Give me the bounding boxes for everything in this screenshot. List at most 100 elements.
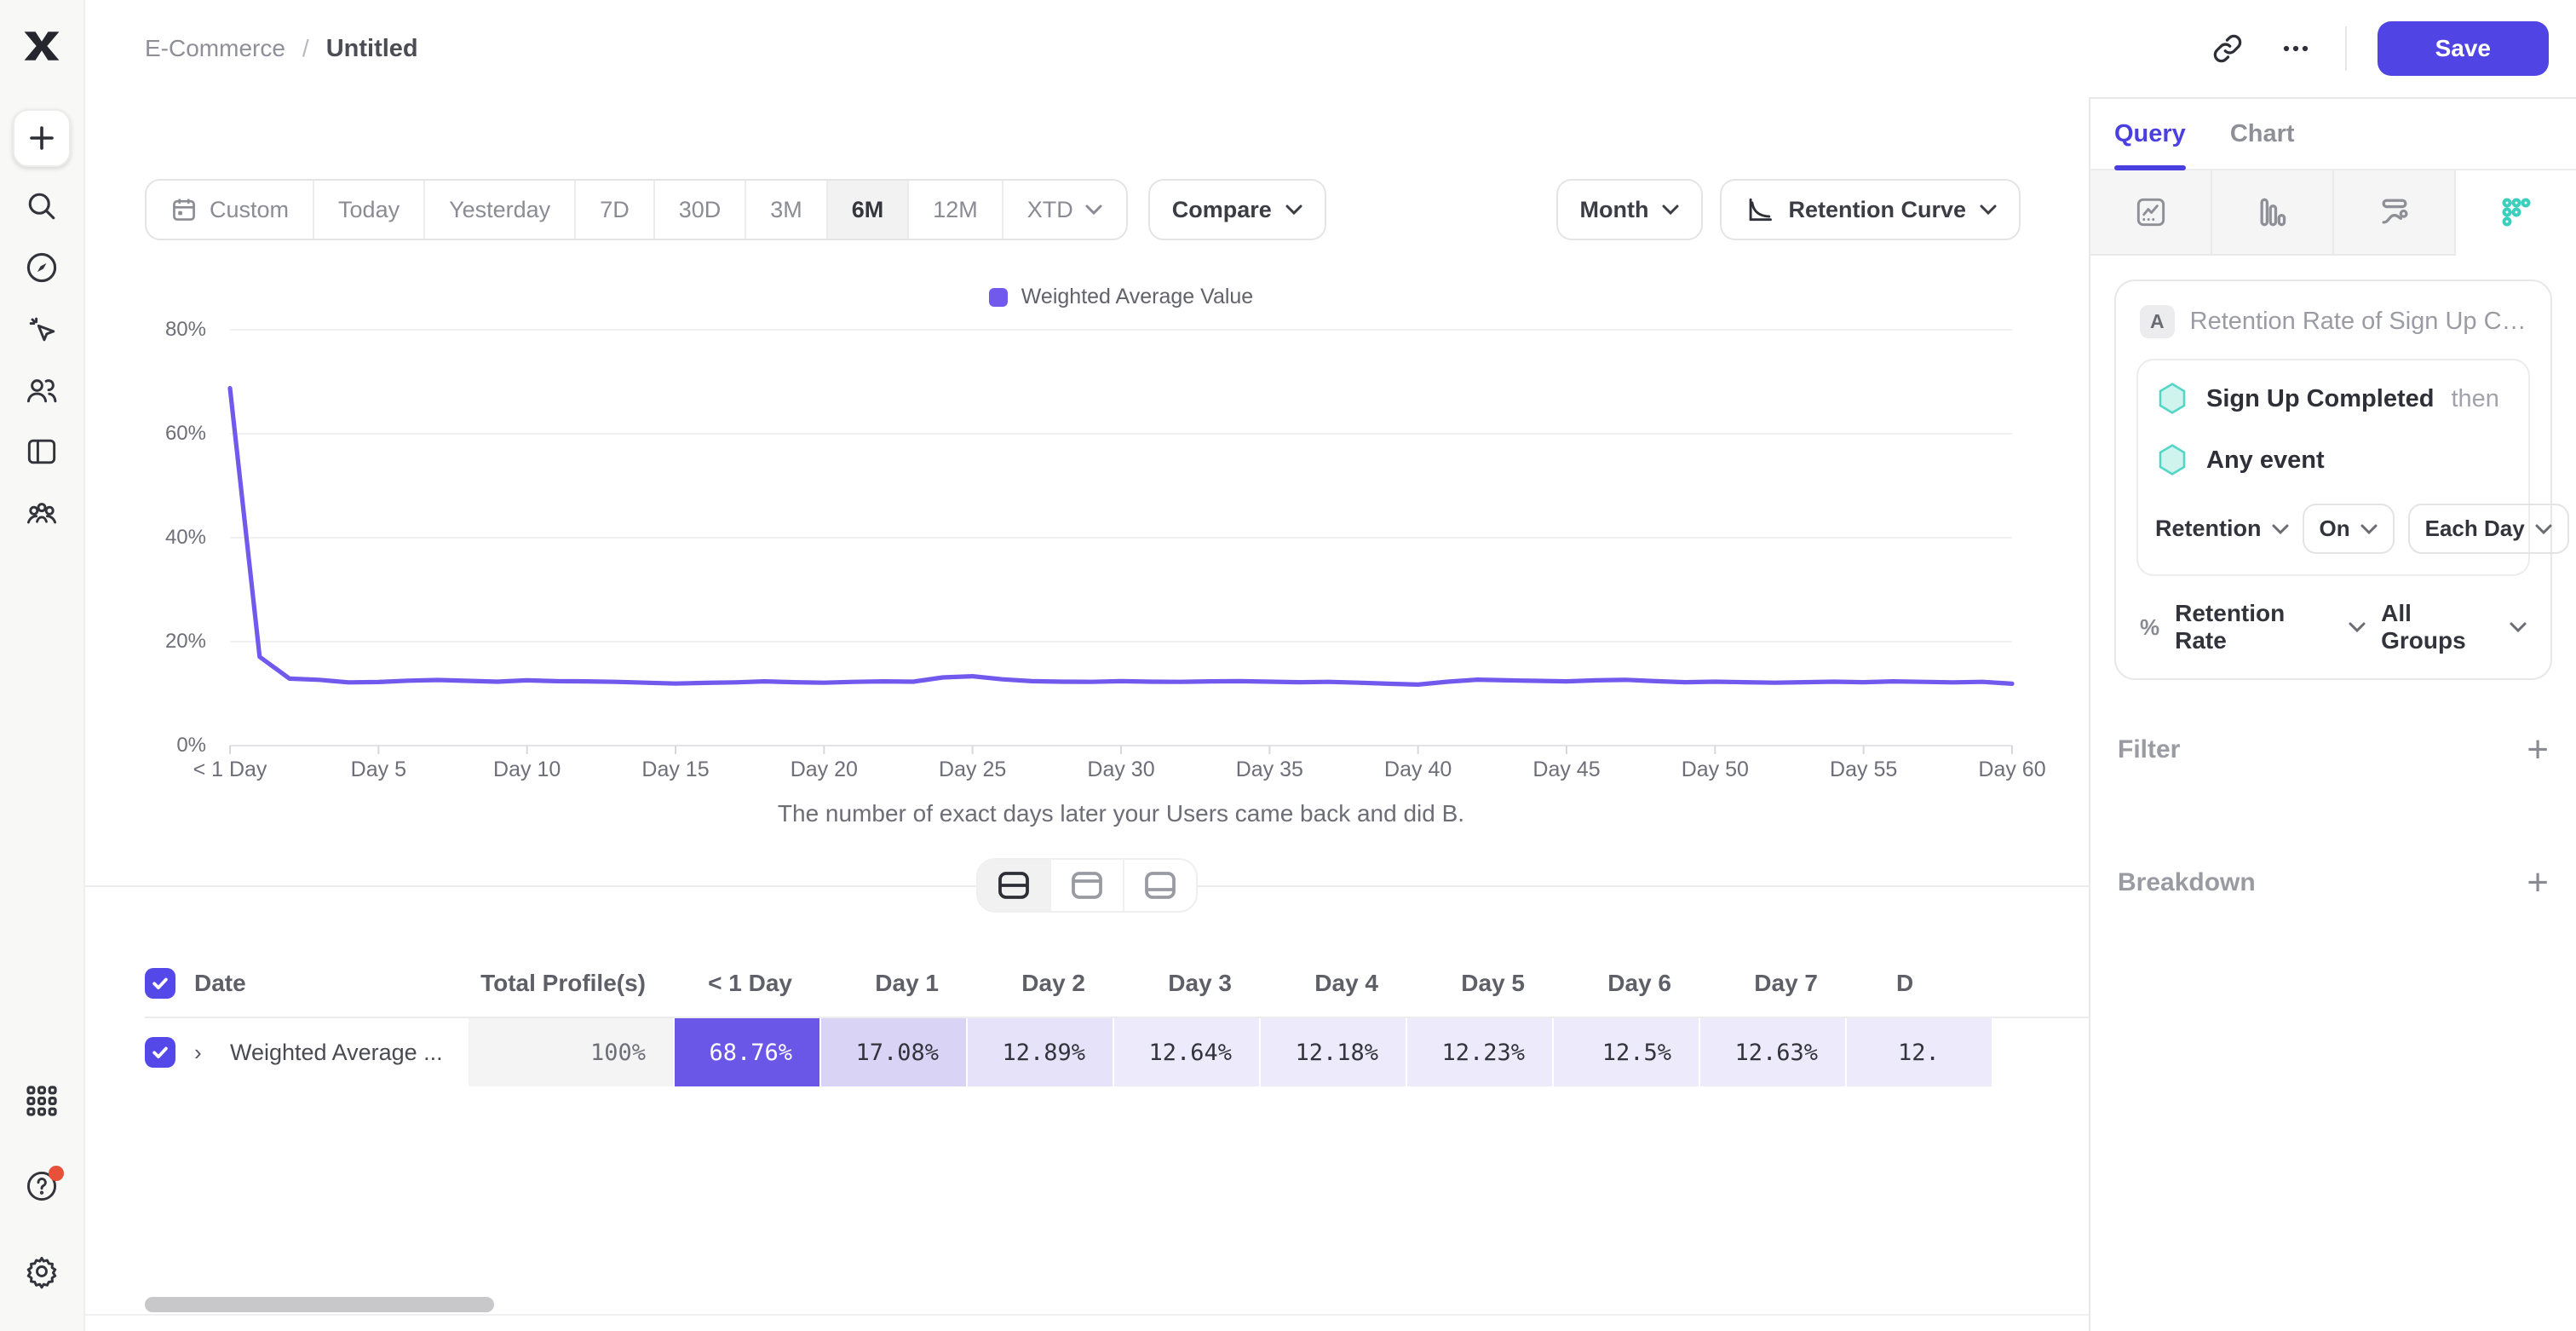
granularity-dropdown[interactable]: Month	[1555, 179, 1704, 240]
chevron-down-icon	[1662, 205, 1679, 215]
date-range-today[interactable]: Today	[314, 181, 426, 239]
cell-value: 12.89%	[966, 1018, 1113, 1086]
col-header: Day 6	[1607, 970, 1671, 996]
table-header-row: Date Total Profile(s) < 1 Day Day 1 Day …	[145, 950, 2089, 1018]
flows-chart-type-icon[interactable]	[2334, 170, 2456, 256]
retention-chart-type-icon[interactable]	[2456, 170, 2576, 256]
funnels-chart-type-icon[interactable]	[2212, 170, 2334, 256]
settings-gear-icon[interactable]	[13, 1242, 71, 1300]
table-row: › Weighted Average ... 100% 68.76% 17.08…	[145, 1018, 2089, 1086]
calendar-icon	[173, 199, 195, 221]
users-icon[interactable]	[13, 361, 71, 419]
apps-grid-icon[interactable]	[13, 1072, 71, 1130]
create-plus-button[interactable]	[13, 109, 71, 167]
then-label: then	[2451, 384, 2499, 412]
topbar-divider	[2344, 26, 2347, 71]
col-header: Day 1	[875, 970, 939, 996]
event-hexagon-icon	[2159, 383, 2186, 414]
insights-chart-type-icon[interactable]	[2090, 170, 2212, 256]
chart-view-dropdown[interactable]: Retention Curve	[1720, 179, 2021, 240]
row-checkbox[interactable]	[145, 1037, 175, 1068]
retention-plot: 0% 20% 40% 60% 80%	[165, 318, 2015, 757]
chart-type-strip	[2090, 170, 2576, 256]
chevron-down-icon	[1980, 205, 1997, 215]
x-tick: Day 50	[1681, 758, 1749, 781]
mixpanel-logo-icon[interactable]	[20, 24, 64, 68]
x-tick: Day 20	[790, 758, 858, 781]
x-axis-labels: < 1 Day Day 5 Day 10 Day 15 Day 20 Day 25 Day …	[193, 746, 2046, 783]
date-range-30d[interactable]: 30D	[655, 181, 747, 239]
col-header: Day 3	[1168, 970, 1232, 996]
date-range-control: Custom Today Yesterday 7D 30D 3M 6M 12M …	[145, 179, 1128, 240]
date-range-xtd[interactable]: XTD	[1003, 181, 1126, 239]
x-tick: < 1 Day	[193, 758, 267, 781]
first-event-selector[interactable]: Sign Up Completed then	[2155, 381, 2511, 417]
percent-icon: %	[2140, 614, 2160, 640]
discover-compass-icon[interactable]	[13, 239, 71, 297]
step-badge: A	[2140, 305, 2175, 338]
date-range-yesterday[interactable]: Yesterday	[425, 181, 577, 239]
date-range-6m-selected[interactable]: 6M	[827, 181, 910, 239]
query-panel: Query Chart A	[2089, 97, 2576, 1331]
cell-value: 12.63%	[1699, 1018, 1845, 1086]
date-range-12m[interactable]: 12M	[909, 181, 1003, 239]
tab-chart[interactable]: Chart	[2229, 119, 2295, 147]
events-cursor-icon[interactable]	[13, 300, 71, 358]
horizontal-scrollbar[interactable]	[145, 1297, 494, 1312]
retention-table: Date Total Profile(s) < 1 Day Day 1 Day …	[145, 950, 2089, 1086]
date-range-3m[interactable]: 3M	[746, 181, 828, 239]
retention-query-card: A Retention Rate of Sign Up Compl... Sig…	[2114, 279, 2569, 680]
retention-curve-line	[227, 329, 2015, 754]
cell-value: 12.5%	[1552, 1018, 1699, 1086]
chart-only-view-toggle[interactable]	[1051, 860, 1124, 911]
chevron-down-icon	[2349, 622, 2366, 632]
search-icon[interactable]	[13, 177, 71, 235]
step-title[interactable]: Retention Rate of Sign Up Compl...	[2189, 308, 2527, 335]
x-tick: Day 15	[641, 758, 710, 781]
cell-value-clipped: 12.	[1845, 1018, 1992, 1086]
date-range-7d[interactable]: 7D	[576, 181, 655, 239]
date-range-custom[interactable]: Custom	[147, 181, 315, 239]
chevron-down-icon	[2360, 524, 2378, 534]
chart-legend[interactable]: Weighted Average Value	[230, 285, 2012, 309]
add-filter-button[interactable]: +	[2527, 729, 2549, 770]
add-breakdown-button[interactable]: +	[2527, 861, 2549, 903]
col-header: Total Profile(s)	[480, 970, 646, 996]
x-tick: Day 10	[493, 758, 561, 781]
cohorts-icon[interactable]	[13, 484, 71, 542]
each-day-dropdown[interactable]: Each Day	[2407, 504, 2569, 554]
col-header: Day 2	[1021, 970, 1085, 996]
x-tick: Day 60	[1978, 758, 2046, 781]
breadcrumb-report-title[interactable]: Untitled	[325, 34, 418, 62]
help-icon[interactable]	[13, 1157, 71, 1215]
table-only-view-toggle[interactable]	[1124, 860, 1196, 911]
panel-tabs: Query Chart	[2090, 99, 2576, 170]
view-toggle-divider	[85, 855, 2089, 916]
col-header: Day 5	[1461, 970, 1525, 996]
groups-dropdown[interactable]: All Groups	[2381, 600, 2527, 654]
cell-total: 100%	[469, 1018, 673, 1086]
x-tick: Day 55	[1830, 758, 1898, 781]
retention-type-dropdown[interactable]: Retention	[2155, 516, 2289, 542]
expand-row-chevron[interactable]: ›	[194, 1039, 202, 1065]
boards-icon[interactable]	[13, 423, 71, 481]
chevron-down-icon	[2510, 622, 2527, 632]
col-header: < 1 Day	[708, 970, 792, 996]
save-button[interactable]: Save	[2377, 21, 2549, 76]
tab-query[interactable]: Query	[2114, 99, 2186, 170]
y-tick: 40%	[164, 526, 206, 549]
breadcrumb-project[interactable]: E-Commerce	[145, 35, 285, 61]
more-options-icon[interactable]	[2277, 30, 2314, 67]
filter-section: Filter +	[2114, 731, 2552, 769]
copy-link-icon[interactable]	[2209, 30, 2246, 67]
cell-value: 12.64%	[1113, 1018, 1259, 1086]
compare-button[interactable]: Compare	[1147, 179, 1326, 240]
select-all-checkbox[interactable]	[145, 968, 175, 999]
chevron-down-icon	[1085, 205, 1102, 215]
split-view-toggle[interactable]	[978, 860, 1051, 911]
return-event-selector[interactable]: Any event	[2155, 442, 2511, 478]
x-tick: Day 45	[1532, 758, 1601, 781]
on-dropdown[interactable]: On	[2302, 504, 2395, 554]
report-canvas: Custom Today Yesterday 7D 30D 3M 6M 12M …	[85, 97, 2089, 1331]
metric-dropdown[interactable]: Retention Rate	[2175, 600, 2366, 654]
